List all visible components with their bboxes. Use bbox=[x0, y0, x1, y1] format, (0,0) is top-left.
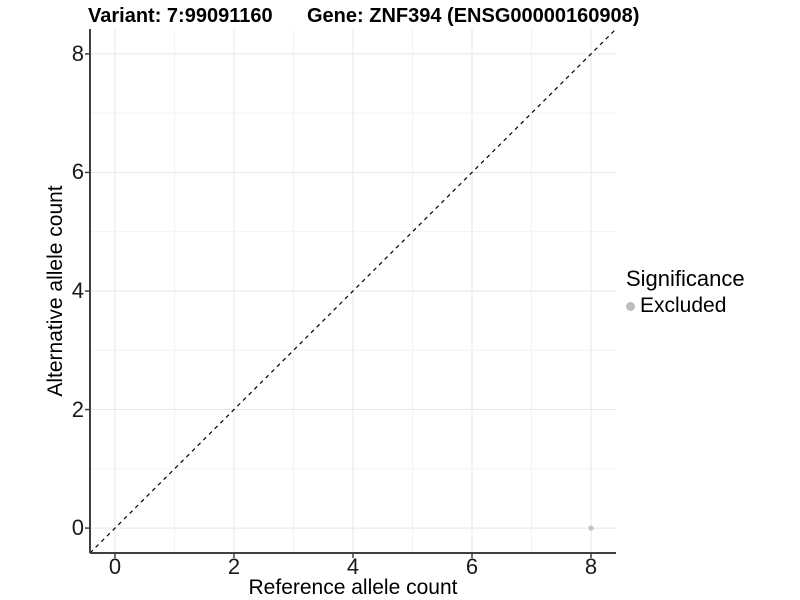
x-tick-label: 6 bbox=[465, 554, 479, 579]
x-tick-label: 4 bbox=[346, 554, 360, 579]
y-tick-label: 8 bbox=[71, 40, 84, 66]
y-tick-label: 4 bbox=[71, 278, 84, 303]
y-tick-label: 2 bbox=[71, 396, 84, 422]
y-tick-label: 6 bbox=[71, 159, 84, 185]
legend-item-label: Excluded bbox=[640, 294, 727, 317]
legend: Significance Excluded bbox=[626, 266, 745, 318]
x-tick-label: 8 bbox=[584, 554, 598, 579]
legend-swatch bbox=[626, 301, 635, 311]
x-tick-label: 2 bbox=[227, 554, 241, 579]
plot-title-gene: Gene: ZNF394 (ENSG00000160908) bbox=[307, 5, 640, 27]
y-tick-label: 0 bbox=[71, 515, 84, 541]
data-point bbox=[588, 525, 594, 531]
x-tick-label: 0 bbox=[108, 554, 122, 579]
legend-title: Significance bbox=[626, 266, 745, 291]
legend-item: Excluded bbox=[626, 294, 745, 318]
y-axis-title: Alternative allele count bbox=[44, 185, 67, 397]
identity-line bbox=[89, 28, 617, 554]
plot-title-variant: Variant: 7:99091160 bbox=[88, 5, 273, 27]
x-axis-title: Reference allele count bbox=[248, 576, 458, 599]
